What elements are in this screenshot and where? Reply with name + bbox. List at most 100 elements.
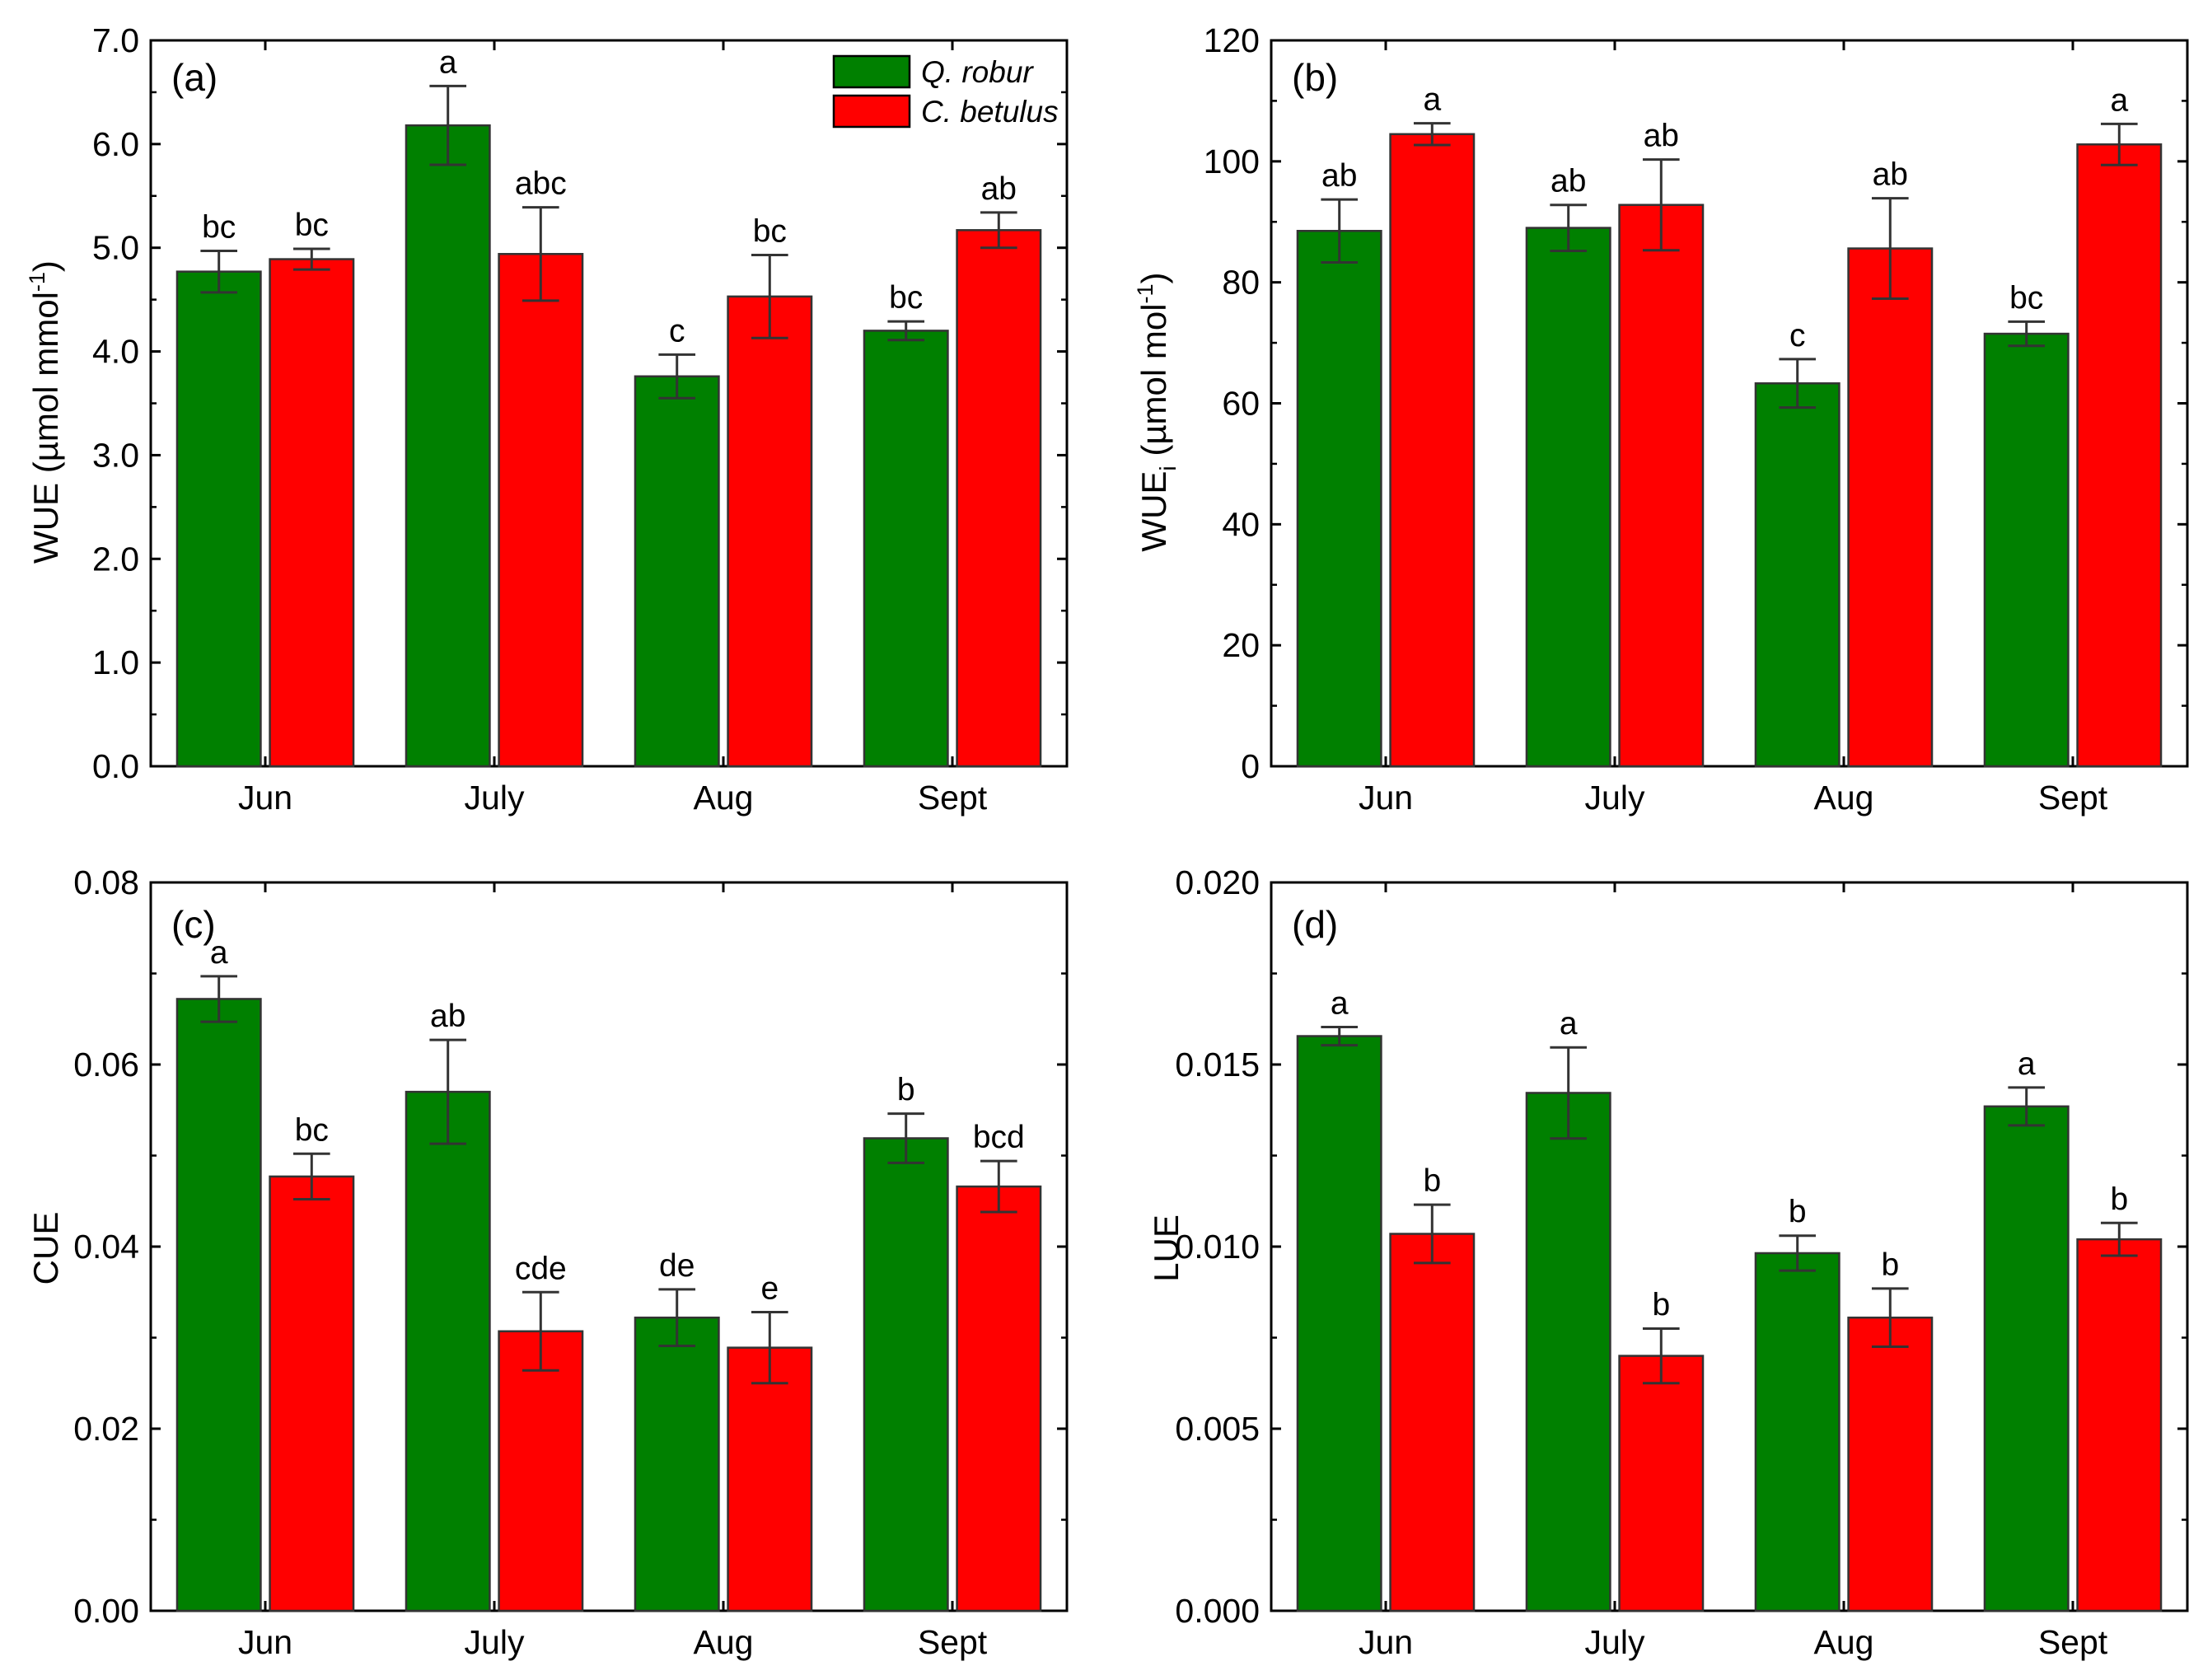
y-axis-title-a-tail: ) [26, 260, 65, 272]
bar-q-robur-c [405, 1090, 491, 1612]
bar-c-betulus-c [956, 1185, 1042, 1612]
legend-label-c-betulus: C. betulus [921, 95, 1059, 129]
bar-q-robur-b [1525, 227, 1611, 768]
significance-label-q-robur-c: b [897, 1073, 915, 1108]
y-tick-label-b: 120 [1204, 21, 1260, 59]
y-tick-label-d: 0.005 [1175, 1410, 1260, 1448]
y-tick-label-c: 0.00 [73, 1592, 139, 1630]
x-tick-label-c: Sept [918, 1623, 988, 1661]
y-tick-label-a: 3.0 [92, 436, 139, 474]
legend-label-q-robur: Q. robur [921, 55, 1034, 89]
y-tick-label-d: 0.010 [1175, 1228, 1260, 1266]
y-tick-label-d: 0.000 [1175, 1592, 1260, 1630]
y-tick-label-a: 4.0 [92, 333, 139, 371]
y-axis-title-b-main: WUE [1134, 471, 1173, 552]
significance-label-q-robur-a: bc [889, 280, 923, 316]
bar-q-robur-c [634, 1316, 720, 1612]
y-axis-title-b-sup: -1 [1133, 283, 1158, 303]
panel-tag-c: (c) [171, 903, 216, 946]
significance-label-q-robur-c: a [210, 935, 228, 971]
bar-q-robur-c [863, 1137, 949, 1612]
y-tick-label-b: 20 [1222, 626, 1260, 664]
y-tick-label-b: 0 [1241, 747, 1260, 785]
significance-label-q-robur-c: de [659, 1248, 695, 1284]
y-tick-label-c: 0.04 [73, 1228, 139, 1266]
bar-q-robur-c [175, 998, 262, 1612]
y-tick-label-c: 0.06 [73, 1046, 139, 1083]
bar-c-betulus-b [1618, 204, 1705, 768]
legend-swatch-q-robur [832, 54, 911, 89]
legend: Q. robur C. betulus [832, 54, 1059, 129]
x-tick-label-a: Jun [238, 779, 292, 817]
y-tick-label-a: 6.0 [92, 125, 139, 163]
significance-label-c-betulus-a: abc [515, 166, 567, 202]
x-tick-label-a: Aug [694, 779, 754, 817]
bar-c-betulus-c [498, 1330, 584, 1612]
x-tick-label-d: July [1585, 1623, 1645, 1661]
bar-q-robur-d [1983, 1105, 2070, 1612]
panel-d: 0.000 0.005 0.010 0.015 0.020 Jun a b July a b Aug b… [1175, 863, 2189, 1661]
significance-label-c-betulus-a: bc [753, 214, 787, 250]
significance-label-c-betulus-d: b [1423, 1163, 1441, 1199]
bar-q-robur-b [1754, 382, 1841, 768]
significance-label-c-betulus-c: cde [515, 1251, 567, 1286]
y-axis-title-a-main: WUE (µmol mmol [26, 292, 65, 564]
significance-label-c-betulus-c: bc [295, 1112, 329, 1148]
bar-q-robur-a [863, 330, 949, 768]
significance-label-q-robur-b: bc [2009, 280, 2043, 316]
y-tick-label-b: 40 [1222, 505, 1260, 543]
significance-label-q-robur-a: a [439, 44, 457, 80]
y-tick-label-c: 0.08 [73, 863, 139, 901]
significance-label-c-betulus-b: ab [1873, 157, 1908, 193]
bar-q-robur-a [634, 375, 720, 768]
significance-label-c-betulus-b: ab [1644, 119, 1679, 154]
bar-q-robur-d [1754, 1252, 1841, 1612]
bar-c-betulus-d [1389, 1233, 1476, 1612]
bar-c-betulus-a [727, 295, 813, 768]
bar-c-betulus-a [269, 258, 355, 768]
y-tick-label-b: 60 [1222, 385, 1260, 423]
bar-c-betulus-d [2076, 1238, 2163, 1612]
y-axis-title-b: WUEi (µmol mol-1) [1133, 272, 1181, 551]
significance-label-q-robur-b: c [1789, 318, 1806, 353]
x-tick-label-b: Aug [1814, 779, 1874, 817]
significance-label-c-betulus-b: a [1423, 82, 1441, 118]
panel-tag-a: (a) [171, 56, 217, 99]
significance-label-q-robur-d: b [1789, 1195, 1807, 1230]
y-axis-title-b-sub: i [1155, 466, 1181, 470]
panel-tag-d: (d) [1292, 903, 1338, 946]
bar-q-robur-d [1296, 1035, 1382, 1612]
x-tick-label-d: Aug [1814, 1623, 1874, 1661]
significance-label-q-robur-d: a [1560, 1006, 1578, 1041]
bar-c-betulus-c [269, 1175, 355, 1612]
significance-label-c-betulus-c: e [760, 1271, 779, 1307]
bar-c-betulus-b [2076, 143, 2163, 768]
y-tick-label-a: 2.0 [92, 540, 139, 578]
bar-q-robur-d [1525, 1092, 1611, 1612]
x-tick-label-d: Sept [2038, 1623, 2108, 1661]
y-tick-label-a: 1.0 [92, 643, 139, 681]
significance-label-c-betulus-d: b [1652, 1287, 1670, 1322]
y-axis-title-d: LUE [1147, 1214, 1186, 1282]
panel-c: 0.00 0.02 0.04 0.06 0.08 Jun a bc July ab cde Aug de… [73, 863, 1069, 1661]
y-tick-label-c: 0.02 [73, 1410, 139, 1448]
significance-label-q-robur-d: a [2018, 1046, 2036, 1082]
bar-c-betulus-b [1847, 247, 1934, 768]
x-tick-label-b: Sept [2038, 779, 2108, 817]
y-tick-label-b: 100 [1204, 143, 1260, 180]
bar-q-robur-b [1983, 332, 2070, 768]
legend-swatch-c-betulus [832, 94, 911, 129]
bar-q-robur-a [405, 124, 491, 768]
y-axis-title-a-sup: -1 [25, 272, 49, 292]
significance-label-c-betulus-a: ab [981, 171, 1017, 207]
significance-label-c-betulus-a: bc [295, 208, 329, 243]
x-tick-label-b: Jun [1359, 779, 1413, 817]
significance-label-q-robur-b: ab [1551, 164, 1586, 199]
significance-label-c-betulus-d: b [2110, 1182, 2128, 1217]
y-tick-label-a: 5.0 [92, 229, 139, 267]
significance-label-q-robur-b: ab [1321, 158, 1357, 194]
significance-label-c-betulus-b: a [2110, 82, 2128, 118]
bar-c-betulus-a [498, 253, 584, 768]
bar-c-betulus-a [956, 229, 1042, 768]
